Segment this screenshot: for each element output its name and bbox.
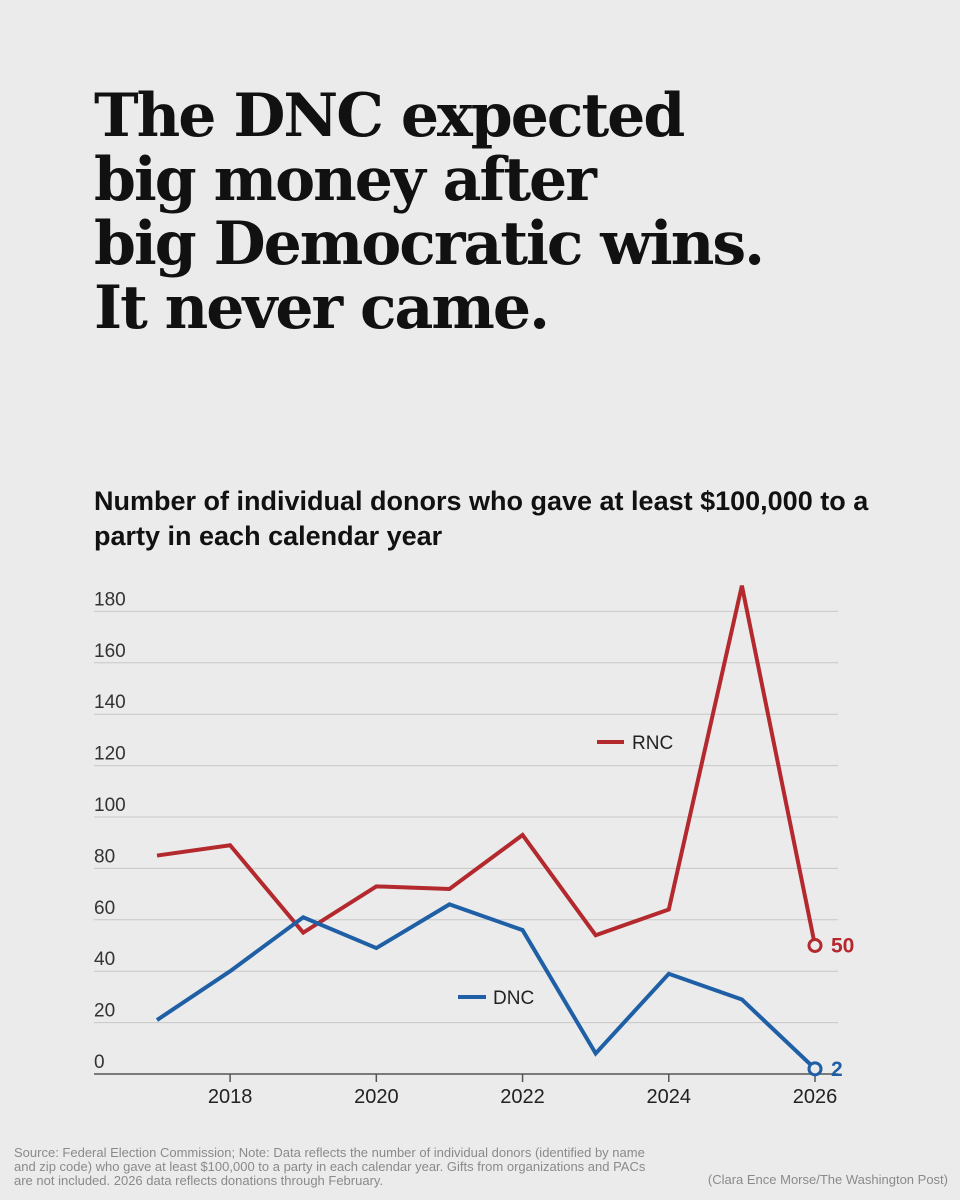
y-tick-label: 40 [94, 949, 115, 970]
x-tick-label: 2022 [500, 1086, 545, 1108]
x-tick-label: 2024 [647, 1086, 692, 1108]
headline: The DNC expected big money after big Dem… [94, 84, 914, 340]
y-tick-label: 180 [94, 589, 126, 610]
headline-line: The DNC expected [94, 81, 685, 151]
headline-line: big Democratic wins. [94, 209, 765, 279]
end-value-label: 2 [831, 1058, 843, 1081]
end-value-label: 50 [831, 935, 854, 958]
y-tick-label: 20 [94, 1001, 115, 1022]
y-tick-label: 140 [94, 692, 126, 713]
endpoint-marker-dnc [807, 1061, 823, 1077]
line-chart: 0 20 40 60 80 100 120 140 160 180 2018 2020 2022 2024… [94, 585, 854, 1108]
legend-label-dnc: DNC [493, 988, 534, 1009]
x-tick-label: 2020 [354, 1086, 399, 1108]
chart-title: Number of individual donors who gave at … [94, 486, 869, 551]
headline-line: It never came. [94, 273, 550, 343]
y-tick-label: 160 [94, 641, 126, 662]
series-line-dnc [155, 902, 817, 1071]
endpoint-marker-rnc [807, 938, 823, 953]
x-tick-label: 2018 [208, 1086, 253, 1108]
series-line-rnc [156, 585, 817, 946]
y-tick-label: 100 [94, 795, 126, 816]
source-note: Source: Federal Election Commission; Not… [14, 1145, 646, 1188]
y-tick-label: 120 [94, 744, 126, 765]
y-tick-label: 60 [94, 898, 115, 919]
legend-label-rnc: RNC [632, 733, 673, 754]
y-tick-label: 80 [94, 846, 115, 867]
photo-credit: (Clara Ence Morse/The Washington Post) [707, 1172, 948, 1187]
y-tick-label: 0 [94, 1052, 105, 1073]
headline-line: big money after [94, 145, 597, 215]
x-tick-label: 2026 [793, 1086, 838, 1108]
